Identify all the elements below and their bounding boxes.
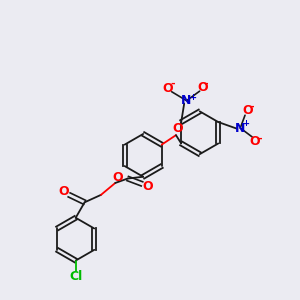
Text: O: O <box>112 170 123 184</box>
Text: -: - <box>204 78 208 88</box>
Text: O: O <box>242 104 253 117</box>
Text: O: O <box>58 185 69 198</box>
Text: O: O <box>142 180 153 193</box>
Text: Cl: Cl <box>69 270 82 284</box>
Text: O: O <box>197 81 208 94</box>
Text: N: N <box>235 122 245 134</box>
Text: -: - <box>170 78 175 88</box>
Text: +: + <box>242 119 249 128</box>
Text: O: O <box>163 82 173 95</box>
Text: O: O <box>250 135 260 148</box>
Text: O: O <box>172 122 183 135</box>
Text: -: - <box>257 134 262 144</box>
Text: N: N <box>182 94 192 107</box>
Text: +: + <box>189 93 196 102</box>
Text: -: - <box>249 102 254 112</box>
